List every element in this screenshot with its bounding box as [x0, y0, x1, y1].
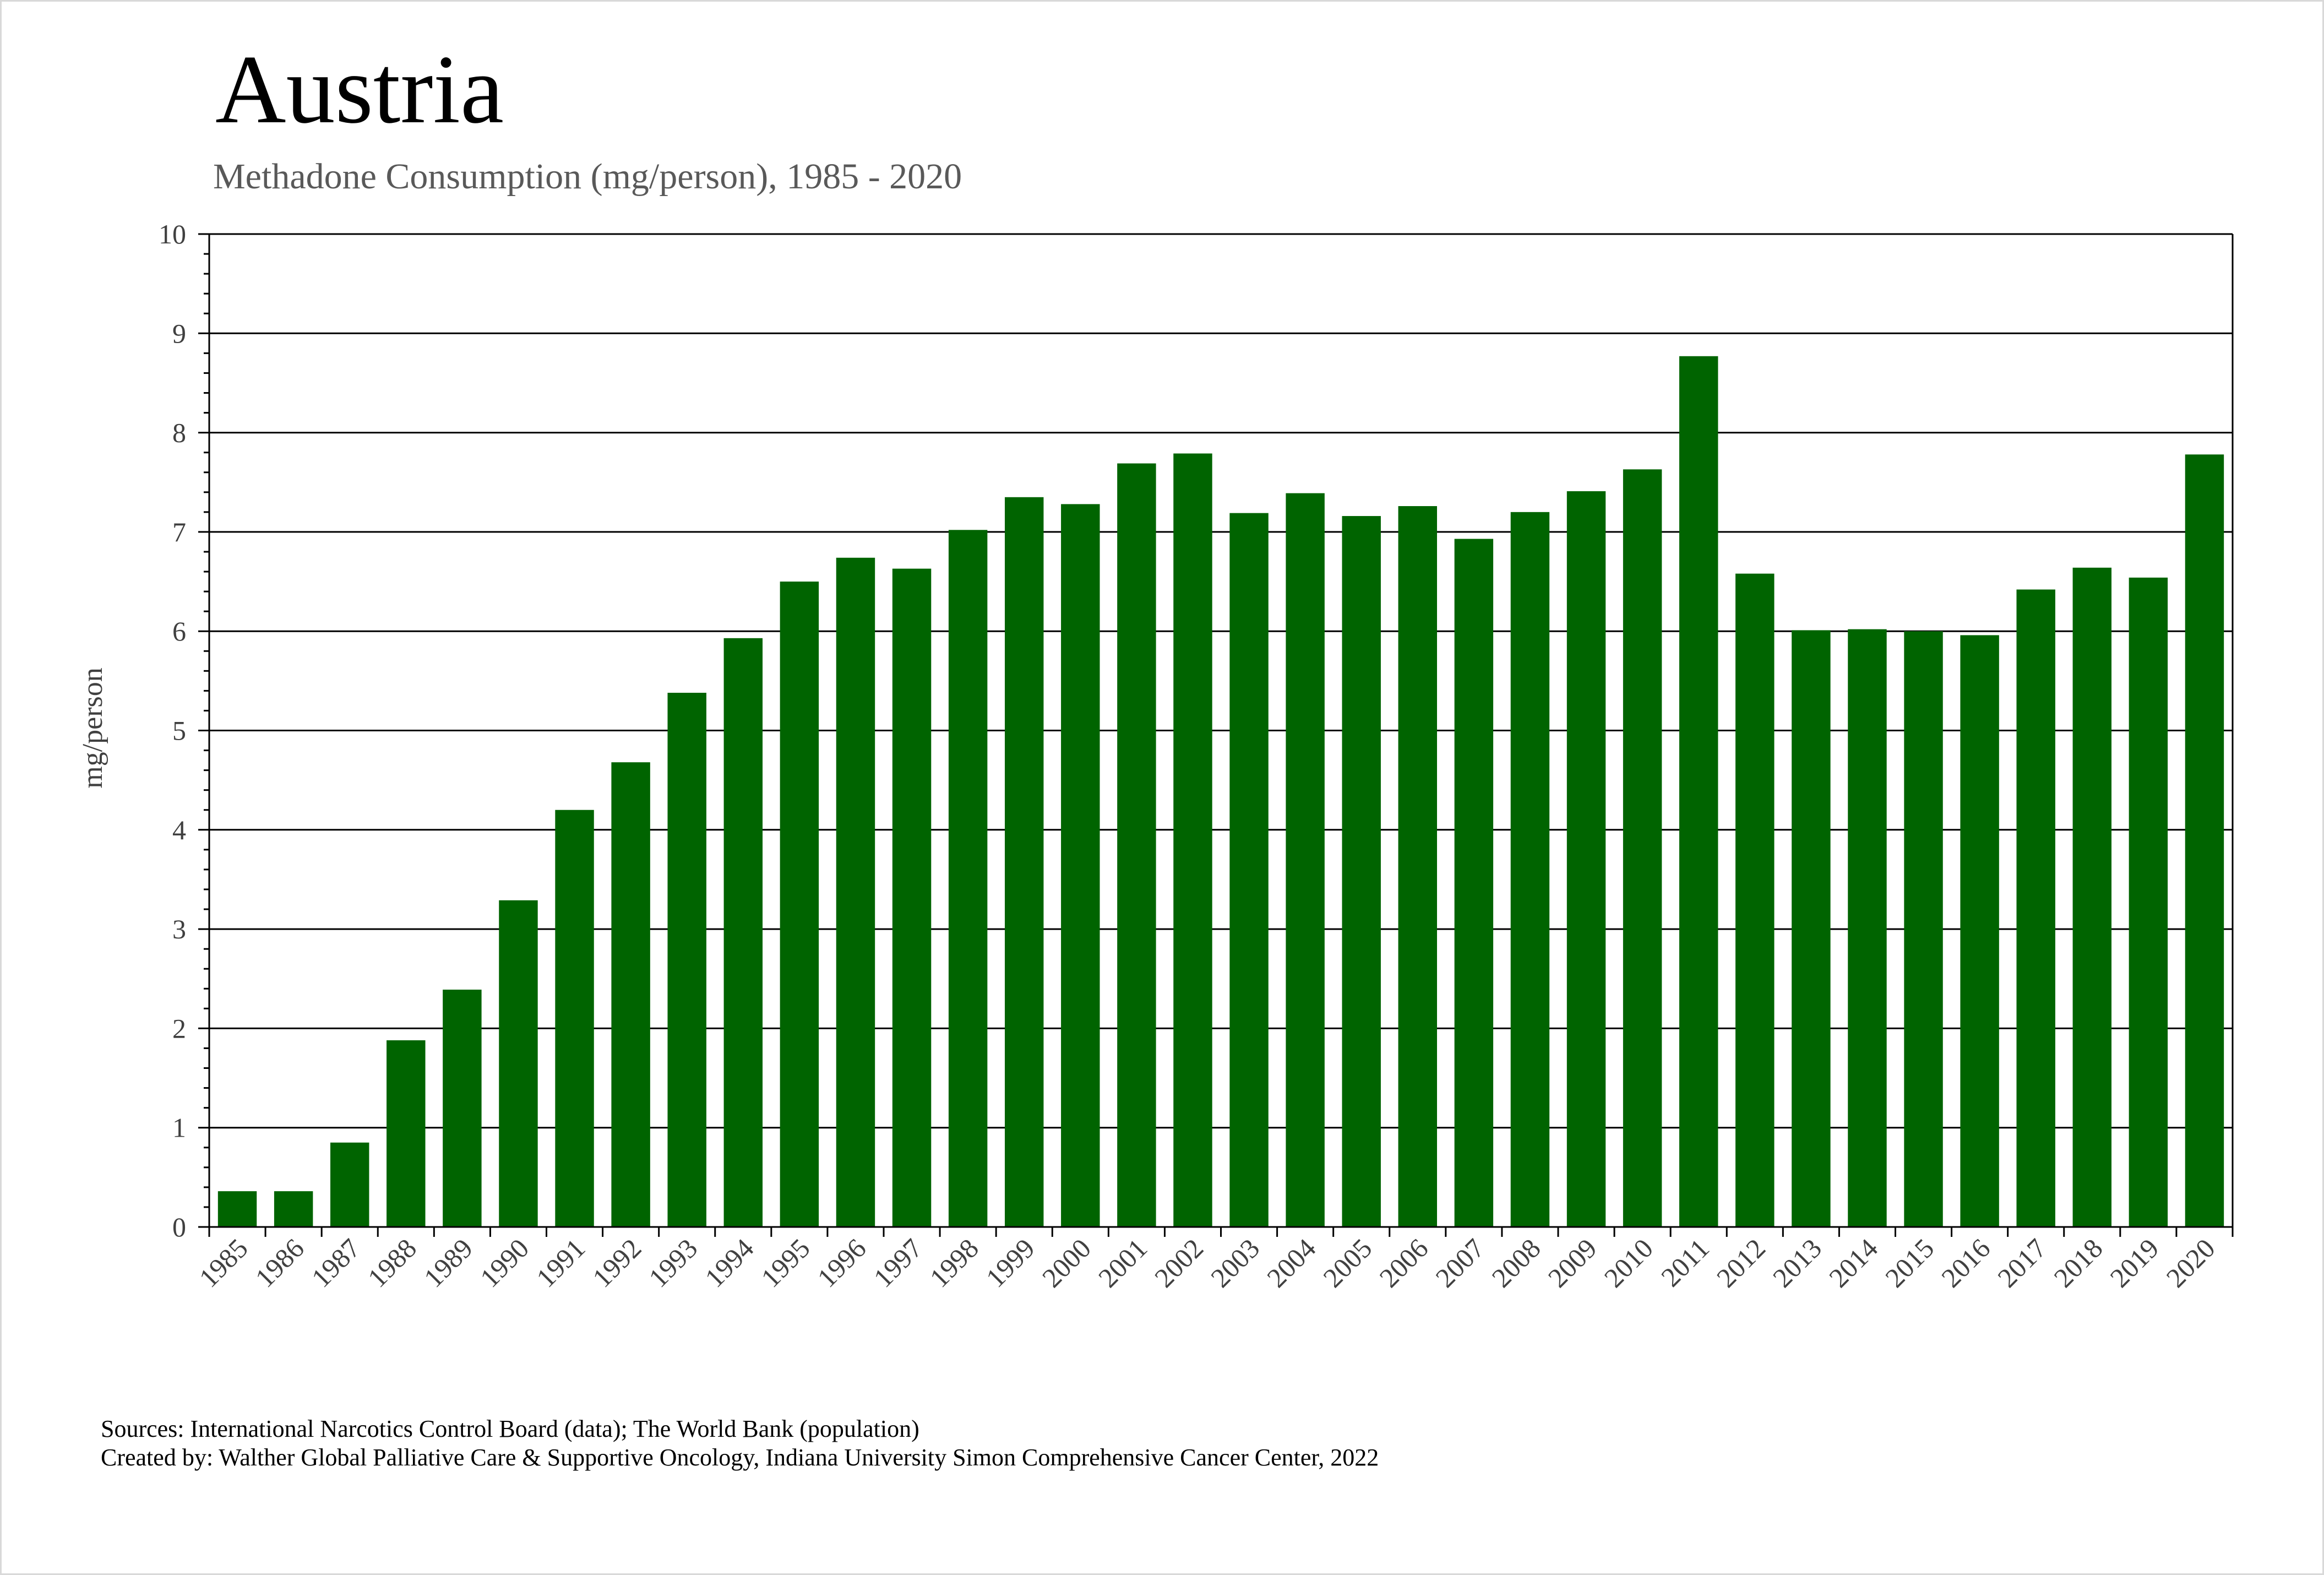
x-tick-label: 2013 [1767, 1232, 1827, 1293]
bar [667, 692, 706, 1227]
sources-note: Sources: International Narcotics Control… [101, 1415, 919, 1442]
x-tick-label: 2012 [1711, 1232, 1771, 1293]
x-tick-label: 2020 [2160, 1232, 2220, 1293]
x-tick-label: 1987 [306, 1232, 366, 1293]
bar [1510, 512, 1550, 1227]
x-tick-label: 2009 [1542, 1232, 1603, 1293]
x-tick-label: 1997 [868, 1232, 928, 1293]
bar [1173, 453, 1212, 1227]
x-tick-label: 1992 [586, 1232, 647, 1293]
bar [217, 1191, 257, 1227]
bar [836, 557, 875, 1227]
x-tick-label: 2010 [1598, 1232, 1659, 1293]
y-tick-label: 9 [172, 318, 186, 349]
bar [1454, 539, 1494, 1227]
bar [723, 638, 763, 1227]
x-tick-label: 1988 [362, 1232, 422, 1293]
y-tick-label: 3 [172, 914, 186, 944]
x-tick-label: 2016 [1935, 1232, 1996, 1293]
x-tick-label: 2018 [2048, 1232, 2108, 1293]
bar [1566, 491, 1606, 1227]
bar [2185, 454, 2224, 1227]
bar [330, 1142, 369, 1227]
x-tick-label: 2001 [1092, 1232, 1153, 1293]
x-tick-label: 1999 [980, 1232, 1041, 1293]
bar [611, 762, 650, 1227]
bar [892, 568, 932, 1227]
bar [2072, 567, 2112, 1227]
bar [1904, 631, 1943, 1227]
bar [274, 1191, 313, 1227]
x-tick-label: 2004 [1261, 1232, 1321, 1293]
bar [1848, 629, 1887, 1227]
y-tick-label: 8 [172, 417, 186, 448]
x-tick-label: 1991 [530, 1232, 591, 1293]
x-tick-label: 2000 [1036, 1232, 1097, 1293]
x-tick-label: 2008 [1485, 1232, 1546, 1293]
y-tick-label: 6 [172, 616, 186, 647]
bar [1623, 469, 1662, 1227]
bar [2129, 577, 2168, 1227]
chart-subtitle: Methadone Consumption (mg/person), 1985 … [213, 156, 962, 197]
x-tick-label: 1998 [924, 1232, 984, 1293]
x-tick-label: 1995 [755, 1232, 815, 1293]
x-tick-label: 1989 [418, 1232, 478, 1293]
bar [948, 530, 988, 1228]
bar [1229, 513, 1269, 1227]
y-tick-label: 1 [172, 1112, 186, 1143]
bar [1061, 504, 1100, 1227]
x-tick-label: 1996 [811, 1232, 872, 1293]
x-tick-label: 2003 [1205, 1232, 1265, 1293]
axes [198, 233, 2234, 1237]
x-tick-label: 2014 [1823, 1232, 1884, 1293]
x-tick-label: 1990 [474, 1232, 535, 1293]
x-tick-label: 2015 [1879, 1232, 1940, 1293]
x-tick-label: 1994 [699, 1232, 759, 1293]
y-tick-label: 0 [172, 1212, 186, 1242]
y-tick-label: 2 [172, 1013, 186, 1044]
x-tick-label: 2019 [2104, 1232, 2164, 1293]
bar [1342, 516, 1381, 1227]
x-tick-label: 1986 [249, 1232, 310, 1293]
x-tick-label: 2011 [1655, 1232, 1715, 1292]
x-tick-label: 1985 [193, 1232, 254, 1293]
y-axis-title: mg/person [77, 667, 108, 789]
bar [2016, 589, 2055, 1227]
bar [1792, 630, 1831, 1227]
bar [1735, 573, 1775, 1227]
y-tick-label: 5 [172, 715, 186, 746]
bar [1117, 463, 1156, 1228]
bar [443, 990, 482, 1227]
bar [387, 1040, 426, 1227]
bar [1960, 635, 1999, 1227]
chart-title: Austria [215, 35, 504, 144]
x-tick-label: 2017 [1991, 1232, 2052, 1293]
bar [1004, 497, 1044, 1228]
x-tick-label: 2007 [1429, 1232, 1490, 1293]
bar [1286, 493, 1325, 1227]
x-tick-label: 2002 [1149, 1232, 1209, 1293]
bar [499, 900, 538, 1227]
x-tick-label: 2006 [1373, 1232, 1434, 1293]
x-tick-label: 2005 [1317, 1232, 1378, 1293]
gridlines [209, 233, 2233, 1129]
bar [555, 810, 594, 1227]
created-by-note: Created by: Walther Global Palliative Ca… [101, 1444, 1379, 1471]
y-tick-label: 4 [172, 814, 186, 845]
bar [1679, 356, 1718, 1227]
y-tick-label: 7 [172, 517, 186, 547]
bar [780, 582, 819, 1227]
x-tick-label: 1993 [643, 1232, 703, 1293]
bar [1398, 506, 1438, 1227]
bars [217, 356, 2224, 1228]
y-tick-label: 10 [159, 219, 186, 249]
